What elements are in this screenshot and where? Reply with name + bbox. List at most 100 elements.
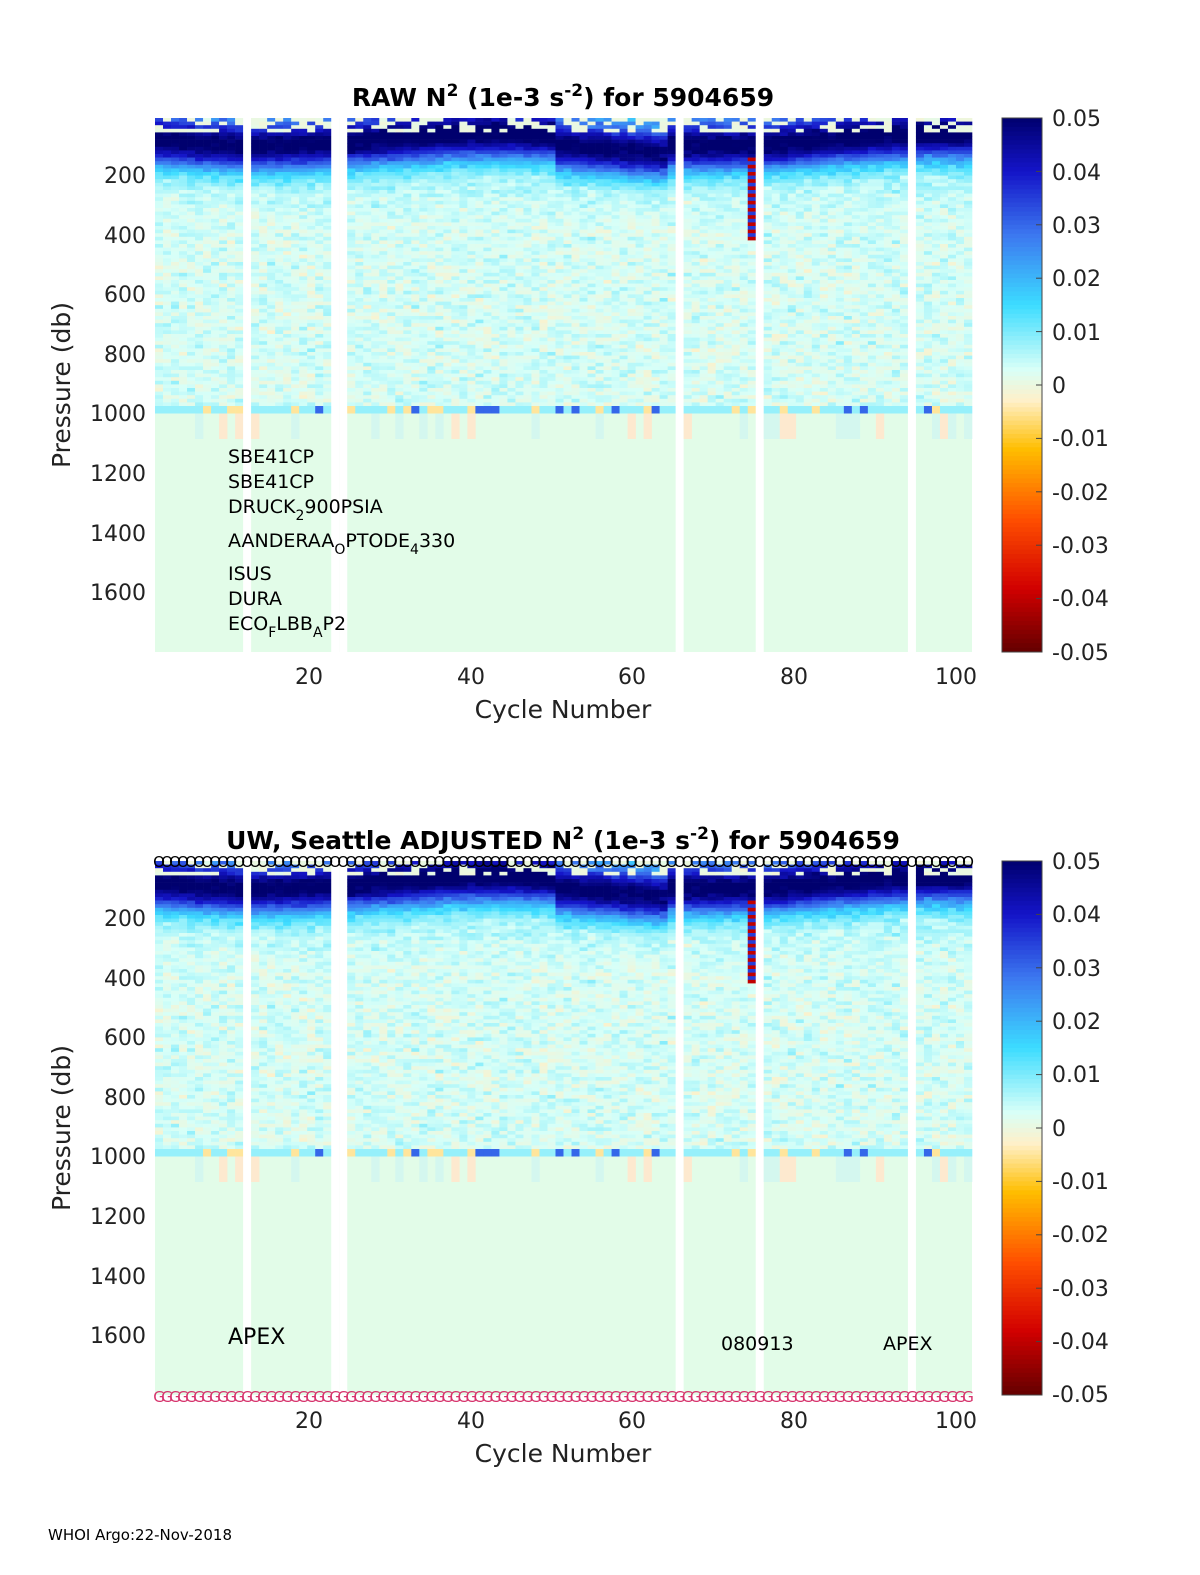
heatmap-cell [579, 269, 588, 274]
heatmap-cell [579, 215, 588, 220]
heatmap-cell [355, 341, 364, 346]
heatmap-cell [411, 240, 420, 245]
heatmap-cell [403, 280, 412, 284]
heatmap-cell [315, 384, 324, 389]
heatmap-cell [507, 316, 516, 320]
heatmap-cell [315, 341, 324, 346]
heatmap-cell [419, 118, 428, 122]
heatmap-cell [195, 398, 204, 403]
heatmap-cell [267, 388, 276, 392]
heatmap-cell [235, 316, 244, 320]
heatmap-cell [283, 362, 292, 367]
heatmap-cell [163, 182, 172, 187]
heatmap-cell [491, 316, 500, 320]
heatmap-cell [283, 157, 292, 162]
heatmap-cell [275, 402, 284, 407]
heatmap-cell [155, 388, 164, 392]
heatmap-cell [539, 283, 548, 288]
heatmap-cell [403, 211, 412, 216]
heatmap-cell [475, 222, 484, 227]
heatmap-cell [411, 391, 420, 396]
heatmap-cell [659, 233, 668, 238]
heatmap-cell [571, 352, 580, 356]
heatmap-cell [555, 157, 564, 162]
heatmap-cell [531, 132, 540, 137]
heatmap-cell [523, 236, 532, 241]
heatmap-cell [219, 218, 228, 223]
deep-bin-cell [491, 406, 500, 414]
heatmap-cell [459, 132, 468, 137]
heatmap-cell [267, 366, 276, 371]
heatmap-cell [531, 218, 540, 223]
heatmap-cell [555, 384, 564, 389]
heatmap-cell [555, 197, 564, 202]
heatmap-cell [387, 388, 396, 392]
heatmap-cell [491, 380, 500, 385]
heatmap-cell [163, 193, 172, 198]
heatmap-cell [659, 272, 668, 277]
heatmap-cell [379, 233, 388, 238]
heatmap-cell [155, 258, 164, 263]
heatmap-cell [259, 323, 268, 328]
heatmap-cell [267, 197, 276, 202]
heatmap-cell [259, 380, 268, 385]
heatmap-cell [363, 164, 372, 169]
deep-bin-cell [579, 406, 588, 414]
heatmap-cell [235, 402, 244, 407]
heatmap-cell [459, 388, 468, 392]
heatmap-cell [307, 121, 316, 126]
heatmap-cell [411, 200, 420, 205]
heatmap-cell [283, 323, 292, 328]
heatmap-cell [635, 276, 644, 281]
heatmap-cell [379, 290, 388, 295]
heatmap-cell [595, 161, 604, 166]
heatmap-cell [435, 377, 444, 382]
heatmap-cell [483, 384, 492, 389]
heatmap-cell [427, 366, 436, 371]
heatmap-cell [283, 222, 292, 227]
heatmap-cell [179, 319, 188, 324]
heatmap-cell [259, 208, 268, 212]
heatmap-cell [419, 276, 428, 281]
heatmap-cell [387, 161, 396, 166]
heatmap-cell [651, 283, 660, 288]
heatmap-cell [555, 168, 564, 173]
heatmap-cell [363, 193, 372, 198]
heatmap-cell [547, 280, 556, 284]
deep-bin-cell [187, 406, 196, 414]
heatmap-cell [467, 316, 476, 320]
heatmap-cell [387, 355, 396, 360]
heatmap-cell [195, 258, 204, 263]
heatmap-cell [155, 269, 164, 274]
heatmap-cell [595, 298, 604, 302]
heatmap-cell [611, 355, 620, 360]
heatmap-cell [203, 128, 212, 133]
heatmap-cell [307, 355, 316, 360]
heatmap-cell [299, 280, 308, 284]
heatmap-cell [387, 334, 396, 338]
heatmap-cell [315, 402, 324, 407]
heatmap-cell [387, 384, 396, 389]
heatmap-cell [219, 118, 228, 122]
heatmap-cell [411, 254, 420, 259]
heatmap-cell [539, 222, 548, 227]
heatmap-cell [651, 211, 660, 216]
heatmap-cell [419, 190, 428, 194]
heatmap-cell [395, 164, 404, 169]
heatmap-cell [499, 121, 508, 126]
heatmap-cell [227, 168, 236, 173]
heatmap-cell [227, 236, 236, 241]
heatmap-cell [667, 146, 676, 151]
heatmap-cell [163, 305, 172, 310]
heatmap-cell [627, 208, 636, 212]
heatmap-cell [395, 143, 404, 148]
heatmap-cell [299, 316, 308, 320]
heatmap-cell [291, 218, 300, 223]
heatmap-cell [547, 121, 556, 126]
heatmap-cell [491, 344, 500, 349]
heatmap-cell [307, 146, 316, 151]
heatmap-cell [467, 150, 476, 155]
heatmap-cell [371, 136, 380, 140]
heatmap-cell [475, 402, 484, 407]
heatmap-cell [363, 384, 372, 389]
